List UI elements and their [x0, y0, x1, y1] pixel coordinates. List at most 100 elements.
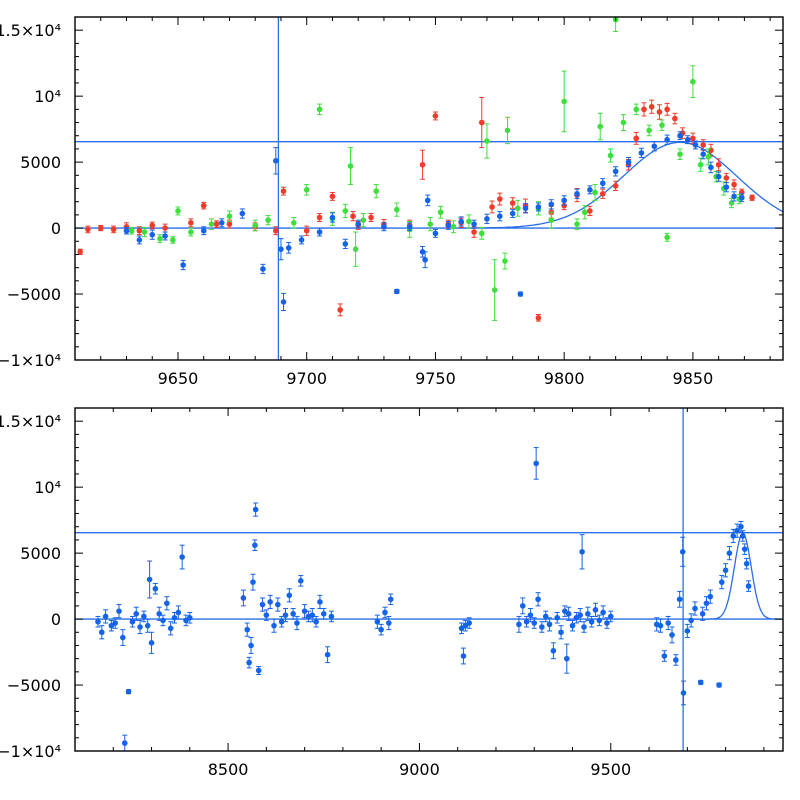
- data-point: [273, 227, 279, 234]
- data-point: [703, 600, 710, 607]
- y-tick-label: 1.5×10⁴: [0, 412, 61, 431]
- data-point: [700, 142, 706, 148]
- series-blue: [123, 131, 745, 312]
- data-point: [577, 612, 583, 618]
- y-tick-label: 0: [51, 219, 61, 238]
- data-point: [664, 106, 670, 113]
- data-point: [162, 225, 168, 231]
- data-point: [144, 622, 151, 629]
- data-point: [406, 223, 413, 230]
- data-point: [271, 622, 277, 629]
- data-point: [282, 612, 289, 618]
- y-tick-label: −5000: [7, 285, 61, 304]
- data-point: [535, 596, 541, 603]
- data-point: [592, 189, 598, 196]
- data-point: [700, 151, 706, 157]
- data-point: [661, 653, 668, 659]
- data-point: [136, 227, 143, 234]
- data-point: [542, 613, 549, 620]
- data-point: [200, 202, 207, 209]
- data-point: [275, 601, 281, 608]
- data-point: [316, 214, 323, 221]
- data-point: [445, 222, 452, 229]
- x-tick-label: 9700: [286, 369, 327, 388]
- data-point: [517, 291, 524, 297]
- data-point: [565, 611, 572, 617]
- data-point: [612, 168, 619, 175]
- data-point: [460, 653, 467, 659]
- data-point: [723, 175, 730, 181]
- data-point: [522, 205, 529, 212]
- data-point: [676, 596, 683, 603]
- data-point: [313, 618, 319, 625]
- data-point: [535, 314, 542, 321]
- data-point: [574, 190, 580, 197]
- data-point: [561, 98, 567, 105]
- data-point: [581, 624, 587, 630]
- data-point: [502, 258, 508, 264]
- data-point: [730, 533, 737, 539]
- series-red: [77, 96, 755, 322]
- data-point: [690, 78, 696, 85]
- data-point: [478, 119, 485, 126]
- data-point: [280, 188, 287, 194]
- data-point: [723, 184, 730, 190]
- data-point: [599, 190, 606, 197]
- data-point: [133, 611, 140, 617]
- data-point: [85, 226, 91, 233]
- data-point: [419, 249, 426, 255]
- data-point: [574, 221, 580, 227]
- data-point: [226, 221, 233, 227]
- data-point: [625, 159, 632, 165]
- data-point: [337, 307, 343, 313]
- data-point: [422, 256, 428, 263]
- data-point: [180, 262, 186, 268]
- data-point: [265, 217, 271, 223]
- data-point: [328, 613, 335, 620]
- data-point: [749, 194, 755, 201]
- data-point: [156, 611, 162, 617]
- data-point: [381, 223, 387, 230]
- data-point: [731, 193, 737, 200]
- data-point: [386, 620, 392, 626]
- data-point: [187, 614, 193, 621]
- data-point: [164, 600, 170, 607]
- data-point: [170, 237, 176, 243]
- axes-frame: [74, 407, 784, 752]
- data-point: [149, 231, 156, 238]
- data-point: [329, 214, 336, 221]
- data-point: [309, 612, 316, 618]
- data-point: [137, 624, 143, 630]
- data-point: [255, 667, 262, 674]
- data-point: [728, 200, 735, 206]
- data-point: [278, 618, 285, 625]
- data-point: [260, 266, 266, 272]
- data-point: [718, 579, 725, 585]
- data-point: [317, 599, 323, 605]
- y-tick-label: −1×10⁴: [0, 742, 61, 761]
- data-point: [740, 533, 746, 539]
- data-point: [692, 142, 699, 148]
- data-point: [604, 620, 610, 626]
- data-point: [471, 221, 477, 227]
- data-point: [641, 106, 647, 113]
- data-point: [554, 614, 561, 621]
- data-point: [679, 548, 686, 555]
- data-point: [129, 618, 136, 625]
- data-point: [77, 249, 83, 255]
- data-point: [592, 607, 599, 613]
- data-point: [535, 204, 542, 210]
- data-point: [394, 206, 400, 213]
- data-point: [244, 626, 251, 633]
- data-point: [509, 210, 516, 217]
- data-point: [427, 221, 434, 227]
- series-green: [128, 17, 743, 321]
- data-point: [708, 147, 714, 154]
- data-point: [596, 617, 603, 624]
- data-point: [374, 618, 381, 625]
- data-point: [248, 642, 254, 649]
- data-point: [697, 161, 704, 168]
- data-point: [548, 201, 555, 208]
- y-tick-label: 10⁴: [34, 478, 61, 497]
- data-point: [600, 609, 606, 616]
